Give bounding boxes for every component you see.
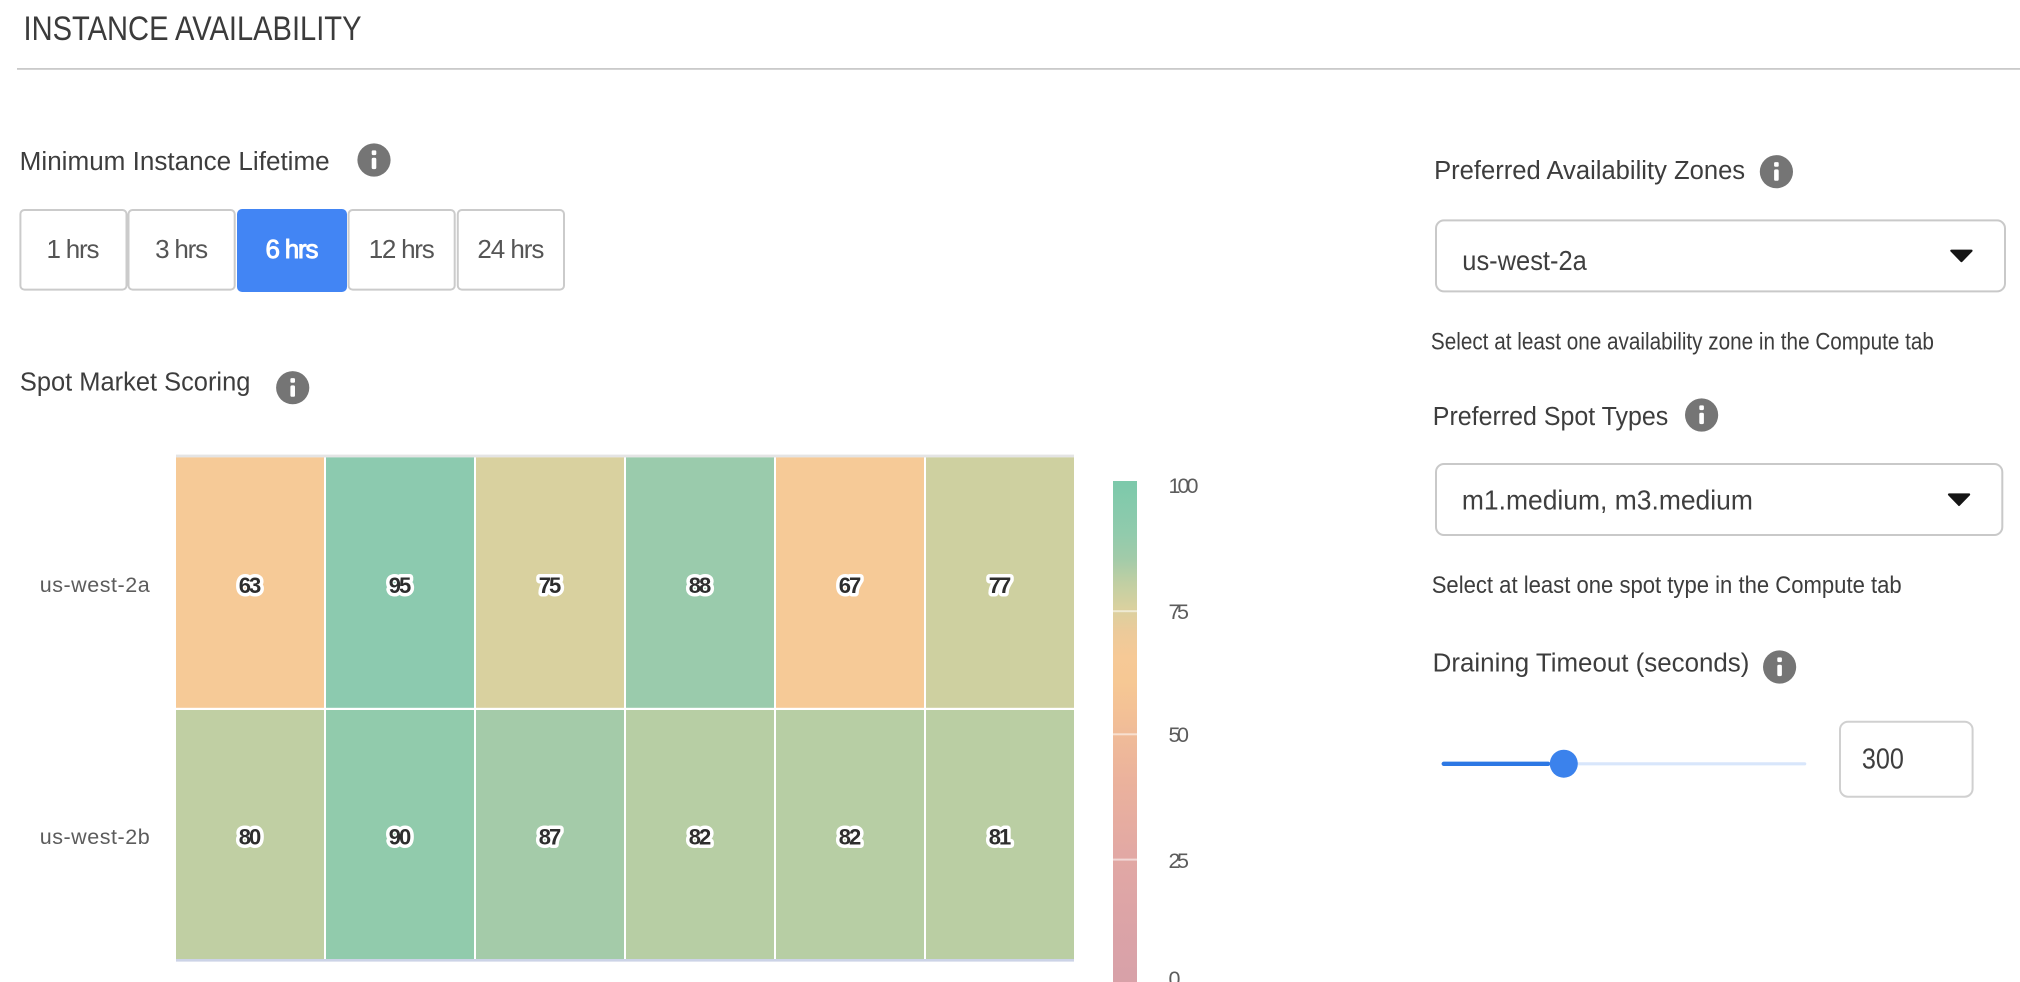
svg-text:Spot Market Scoring: Spot Market Scoring [20,369,251,397]
svg-text:81: 81 [989,825,1012,850]
svg-text:67: 67 [839,573,862,598]
svg-text:Preferred Availability Zones: Preferred Availability Zones [1434,157,1745,185]
svg-text:us-west-2b: us-west-2b [40,825,150,849]
svg-text:Select at least one spot type: Select at least one spot type in the Com… [1432,572,1902,599]
svg-text:Select at least one availabili: Select at least one availability zone in… [1431,329,1934,356]
svg-text:Draining Timeout (seconds): Draining Timeout (seconds) [1433,649,1750,677]
svg-text:6 hrs: 6 hrs [266,234,319,264]
svg-text:Preferred Spot Types: Preferred Spot Types [1433,403,1669,431]
svg-text:90: 90 [389,825,412,850]
svg-text:87: 87 [539,825,562,850]
svg-text:95: 95 [389,573,412,598]
svg-text:75: 75 [539,573,562,598]
svg-text:us-west-2a: us-west-2a [1462,245,1587,276]
svg-text:82: 82 [839,825,862,850]
svg-text:INSTANCE AVAILABILITY: INSTANCE AVAILABILITY [24,10,362,48]
svg-text:77: 77 [989,573,1012,598]
svg-text:81: 81 [989,825,1012,850]
svg-text:1 hrs: 1 hrs [47,234,100,264]
svg-text:50: 50 [1169,723,1190,747]
svg-text:80: 80 [239,825,262,850]
svg-text:300: 300 [1862,742,1904,774]
svg-text:12 hrs: 12 hrs [369,234,435,264]
svg-text:100: 100 [1169,474,1199,498]
svg-text:90: 90 [389,825,412,850]
svg-text:95: 95 [389,573,412,598]
svg-text:87: 87 [539,825,562,850]
svg-text:88: 88 [689,573,712,598]
svg-text:24 hrs: 24 hrs [477,234,544,264]
svg-text:77: 77 [989,573,1012,598]
svg-text:25: 25 [1169,849,1190,873]
svg-text:82: 82 [689,825,712,850]
svg-text:63: 63 [239,573,262,598]
svg-text:3 hrs: 3 hrs [155,234,208,264]
svg-text:88: 88 [689,573,712,598]
svg-text:75: 75 [539,573,562,598]
svg-text:82: 82 [689,825,712,850]
svg-text:80: 80 [239,825,262,850]
svg-text:82: 82 [839,825,862,850]
svg-text:us-west-2a: us-west-2a [40,573,150,597]
svg-text:75: 75 [1169,600,1190,624]
svg-text:Minimum Instance Lifetime: Minimum Instance Lifetime [20,148,330,176]
svg-text:m1.medium, m3.medium: m1.medium, m3.medium [1462,485,1753,516]
svg-text:0: 0 [1169,967,1181,982]
svg-text:67: 67 [839,573,862,598]
svg-text:63: 63 [239,573,262,598]
